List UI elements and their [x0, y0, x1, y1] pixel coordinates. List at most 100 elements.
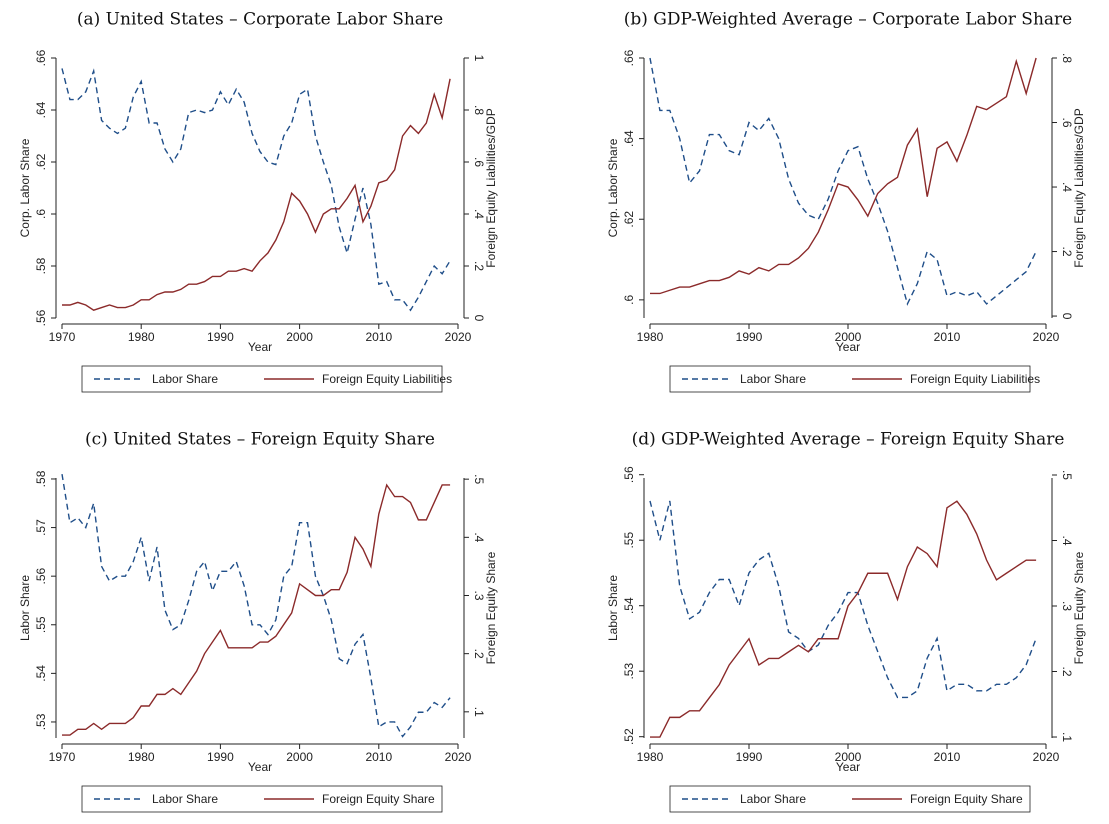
y2-tick-label: .2 [472, 649, 486, 659]
panel-title: (a) United States – Corporate Labor Shar… [77, 10, 443, 30]
legend-box [669, 365, 1031, 393]
chart-panel: (b) GDP-Weighted Average – Corporate Lab… [606, 10, 1086, 393]
y-tick-label: .66 [34, 49, 48, 66]
y2-tick-label: .8 [472, 105, 486, 115]
y-tick-label: .56 [34, 309, 48, 326]
x-axis-title: Year [836, 760, 860, 774]
series-line [61, 68, 451, 312]
y-tick-label: .62 [34, 153, 48, 170]
chart-panel: (a) United States – Corporate Labor Shar… [18, 10, 498, 393]
y-tick-label: .58 [34, 470, 48, 487]
y-tick-label: .54 [34, 665, 48, 682]
legend-label: Foreign Equity Share [322, 792, 435, 806]
y2-tick-label: 0 [472, 315, 486, 322]
y-tick-label: .55 [34, 616, 48, 633]
y-tick-label: .57 [34, 519, 48, 536]
series-line [649, 500, 1037, 699]
x-tick-label: 1990 [207, 330, 234, 344]
y-tick-label: .56 [34, 568, 48, 585]
y-tick-label: .6 [34, 209, 48, 219]
y-tick-label: .56 [622, 466, 636, 483]
y-tick-label: .52 [622, 728, 636, 745]
x-tick-label: 1980 [128, 750, 155, 764]
x-tick-label: 1990 [736, 330, 763, 344]
series-line [62, 483, 451, 736]
y-tick-label: .55 [622, 532, 636, 549]
x-tick-label: 2020 [1033, 750, 1060, 764]
x-tick-label: 1980 [128, 330, 155, 344]
x-tick-label: 2020 [1033, 330, 1060, 344]
x-tick-label: 1980 [637, 750, 664, 764]
x-axis-title: Year [248, 760, 272, 774]
x-tick-label: 2020 [445, 750, 472, 764]
y2-tick-label: .3 [1060, 601, 1074, 611]
y-tick-label: .66 [622, 49, 636, 66]
panel-title: (c) United States – Foreign Equity Share [85, 430, 435, 450]
panel-title: (d) GDP-Weighted Average – Foreign Equit… [632, 430, 1065, 450]
y-tick-label: .6 [622, 295, 636, 305]
y-axis-title: Labor Share [606, 575, 620, 641]
legend-label: Foreign Equity Liabilities [910, 372, 1040, 386]
legend-label: Foreign Equity Share [910, 792, 1023, 806]
x-tick-label: 1980 [637, 330, 664, 344]
y-tick-label: .53 [34, 713, 48, 730]
legend-label: Foreign Equity Liabilities [322, 372, 452, 386]
y2-tick-label: .4 [472, 209, 486, 219]
x-tick-label: 2010 [365, 330, 392, 344]
x-tick-label: 2010 [934, 750, 961, 764]
y2-axis-title: Foreign Equity Share [1072, 551, 1086, 664]
y2-tick-label: .2 [1060, 667, 1074, 677]
series-line [650, 57, 1037, 295]
x-tick-label: 2000 [286, 330, 313, 344]
x-tick-label: 2000 [835, 330, 862, 344]
y-tick-label: .58 [34, 257, 48, 274]
y2-tick-label: .2 [1060, 247, 1074, 257]
x-axis-title: Year [248, 340, 272, 354]
series-line [62, 78, 451, 311]
panel-title: (b) GDP-Weighted Average – Corporate Lab… [624, 10, 1072, 30]
y2-tick-label: .3 [472, 590, 486, 600]
y-axis-title: Labor Share [18, 575, 32, 641]
legend-label: Labor Share [740, 792, 806, 806]
y2-tick-label: .5 [472, 474, 486, 484]
y2-tick-label: .5 [1060, 470, 1074, 480]
y2-axis-title: Foreign Equity Liabilities/GDP [484, 108, 498, 267]
x-tick-label: 2000 [286, 750, 313, 764]
y-tick-label: .62 [622, 211, 636, 228]
legend-label: Labor Share [740, 372, 806, 386]
legend-box [81, 365, 443, 393]
x-tick-label: 1990 [207, 750, 234, 764]
y2-axis-title: Foreign Equity Share [484, 551, 498, 664]
y2-tick-label: .6 [472, 157, 486, 167]
x-tick-label: 2010 [934, 330, 961, 344]
series-line [650, 500, 1037, 738]
legend-label: Labor Share [152, 792, 218, 806]
legend-box [81, 785, 443, 813]
series-line [649, 57, 1037, 306]
y2-tick-label: .4 [1060, 535, 1074, 545]
y2-tick-label: .1 [472, 707, 486, 717]
series-line [61, 473, 451, 738]
x-tick-label: 2010 [365, 750, 392, 764]
legend-label: Labor Share [152, 372, 218, 386]
y2-tick-label: 0 [1060, 313, 1074, 320]
y-tick-label: .54 [622, 597, 636, 614]
y-axis-title: Corp. Labor Share [606, 138, 620, 237]
y2-tick-label: 1 [472, 55, 486, 62]
y-tick-label: .53 [622, 663, 636, 680]
legend-box [669, 785, 1031, 813]
chart-panel: (c) United States – Foreign Equity Share… [18, 430, 498, 813]
y2-tick-label: .2 [472, 261, 486, 271]
y-tick-label: .64 [622, 130, 636, 147]
y-axis-title: Corp. Labor Share [18, 138, 32, 237]
x-tick-label: 2020 [445, 330, 472, 344]
y2-axis-title: Foreign Equity Liabilities/GDP [1072, 108, 1086, 267]
x-tick-label: 1990 [736, 750, 763, 764]
x-tick-label: 1970 [49, 330, 76, 344]
y2-tick-label: .6 [1060, 118, 1074, 128]
y2-tick-label: .4 [472, 532, 486, 542]
y2-tick-label: .8 [1060, 53, 1074, 63]
x-tick-label: 1970 [49, 750, 76, 764]
chart-panel: (d) GDP-Weighted Average – Foreign Equit… [606, 430, 1086, 813]
